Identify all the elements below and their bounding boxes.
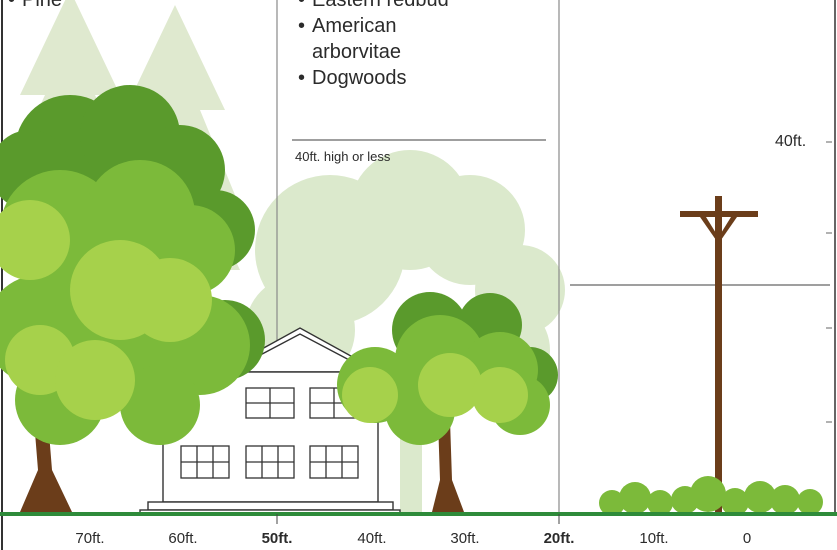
height-40ft-label: 40ft. bbox=[775, 133, 807, 150]
middle-height-limit-label: 40ft. high or less bbox=[295, 149, 391, 164]
distance-tick-label: 40ft. bbox=[357, 530, 387, 547]
height-scale-ticks bbox=[826, 141, 832, 423]
middle-zone-tree-list: • Eastern redbud • American arborvitae • Do… bbox=[298, 0, 449, 91]
utility-pole bbox=[680, 196, 758, 512]
distance-tick-label: 20ft. bbox=[543, 530, 575, 547]
distance-tick-label: 60ft. bbox=[168, 530, 198, 547]
list-item: • Pine bbox=[8, 0, 63, 11]
left-zone-tree-list: • Pine bbox=[8, 0, 62, 13]
distance-tick-label: 30ft. bbox=[450, 530, 480, 547]
distance-tick-label: 70ft. bbox=[75, 530, 105, 547]
distance-tick-label: 50ft. bbox=[261, 530, 293, 547]
low-shrubs bbox=[599, 476, 823, 516]
distance-tick-label: 0 bbox=[742, 530, 752, 547]
axis-ticks bbox=[276, 514, 560, 524]
distance-tick-label: 10ft. bbox=[639, 530, 669, 547]
list-item: • Eastern redbud bbox=[298, 0, 449, 11]
large-tree-left bbox=[0, 85, 265, 512]
list-item: • American arborvitae bbox=[298, 15, 401, 63]
medium-tree-middle bbox=[337, 292, 558, 512]
list-item: • Dogwoods bbox=[298, 67, 407, 89]
house-windows bbox=[180, 387, 359, 479]
